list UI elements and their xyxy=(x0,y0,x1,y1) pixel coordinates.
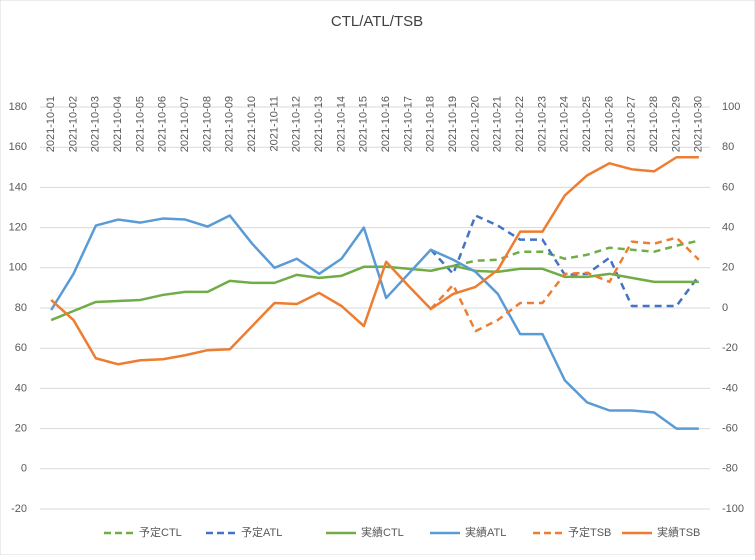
x-tick-label: 2021-10-20 xyxy=(469,96,481,152)
y2-tick-label: -60 xyxy=(722,423,738,435)
y-tick-label: 0 xyxy=(21,463,27,475)
chart-title: CTL/ATL/TSB xyxy=(331,13,423,30)
x-tick-label: 2021-10-13 xyxy=(313,96,325,152)
x-tick-label: 2021-10-25 xyxy=(581,96,593,152)
series-line xyxy=(429,236,700,333)
x-tick-label: 2021-10-19 xyxy=(447,96,459,152)
y2-tick-label: -100 xyxy=(722,503,744,515)
y2-tick-label: 80 xyxy=(722,141,734,153)
legend-label: 実績ATL xyxy=(465,525,506,539)
x-tick-label: 2021-10-26 xyxy=(603,96,615,152)
y-tick-label: 20 xyxy=(15,423,27,435)
y2-tick-label: 60 xyxy=(722,181,734,193)
x-tick-label: 2021-10-12 xyxy=(291,96,303,152)
y2-tick-label: -80 xyxy=(722,463,738,475)
x-tick-label: 2021-10-08 xyxy=(201,96,213,152)
x-tick-label: 2021-10-17 xyxy=(402,96,414,152)
x-tick-label: 2021-10-28 xyxy=(648,96,660,152)
legend-label: 予定ATL xyxy=(241,525,282,539)
y2-tick-label: -40 xyxy=(722,382,738,394)
x-tick-label: 2021-10-02 xyxy=(67,96,79,152)
x-tick-label: 2021-10-16 xyxy=(380,96,392,152)
x-tick-label: 2021-10-09 xyxy=(224,96,236,152)
series-line xyxy=(430,239,700,273)
legend-label: 実績TSB xyxy=(657,525,700,539)
y-tick-label: 80 xyxy=(15,302,27,314)
x-tick-label: 2021-10-05 xyxy=(134,96,146,152)
x-tick-label: 2021-10-23 xyxy=(536,96,548,152)
x-tick-label: 2021-10-11 xyxy=(268,96,280,151)
x-tick-label: 2021-10-21 xyxy=(492,96,504,152)
x-tick-label: 2021-10-24 xyxy=(559,96,571,152)
y-tick-label: 160 xyxy=(9,141,27,153)
x-tick-label: 2021-10-14 xyxy=(335,96,347,152)
y-tick-label: 40 xyxy=(15,382,27,394)
y-tick-label: 120 xyxy=(9,222,27,234)
y-tick-label: 140 xyxy=(9,181,27,193)
y-tick-label: 100 xyxy=(9,262,27,274)
y-tick-label: 180 xyxy=(9,101,27,113)
x-tick-label: 2021-10-29 xyxy=(670,96,682,152)
series-line xyxy=(50,156,699,366)
y2-tick-label: 0 xyxy=(722,302,728,314)
x-tick-label: 2021-10-22 xyxy=(514,96,526,152)
y2-tick-label: 100 xyxy=(722,101,740,113)
x-tick-label: 2021-10-06 xyxy=(157,96,169,152)
y2-tick-label: 40 xyxy=(722,222,734,234)
x-tick-label: 2021-10-10 xyxy=(246,96,258,152)
y2-tick-label: -20 xyxy=(722,342,738,354)
x-tick-label: 2021-10-15 xyxy=(358,96,370,152)
x-tick-label: 2021-10-03 xyxy=(90,96,102,152)
x-tick-label: 2021-10-07 xyxy=(179,96,191,152)
legend-label: 予定CTL xyxy=(139,525,182,539)
x-tick-label: 2021-10-04 xyxy=(112,96,124,152)
x-tick-label: 2021-10-18 xyxy=(425,96,437,152)
x-tick-label: 2021-10-27 xyxy=(626,96,638,152)
x-tick-label: 2021-10-30 xyxy=(693,96,705,152)
legend-label: 実績CTL xyxy=(361,525,404,539)
legend-label: 予定TSB xyxy=(568,525,611,539)
y-tick-label: 60 xyxy=(15,342,27,354)
x-tick-label: 2021-10-01 xyxy=(45,96,57,152)
y-tick-label: -20 xyxy=(11,503,27,515)
y2-tick-label: 20 xyxy=(722,262,734,274)
series-line xyxy=(50,214,699,430)
